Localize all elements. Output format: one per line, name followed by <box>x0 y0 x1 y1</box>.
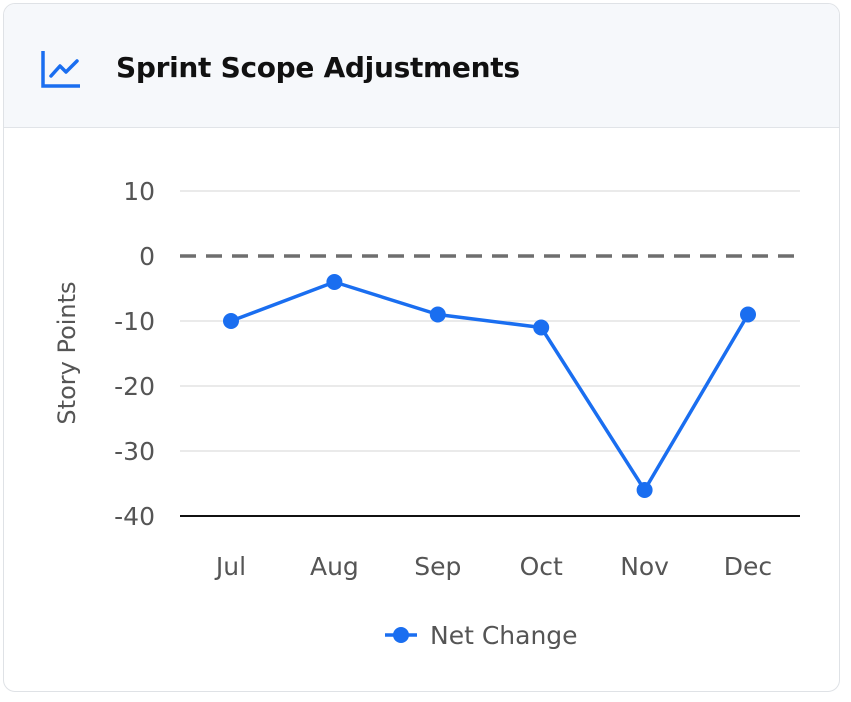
y-tick-label: -30 <box>114 437 155 466</box>
x-tick-label: Dec <box>724 552 772 581</box>
data-point <box>636 482 653 498</box>
data-point <box>429 306 446 323</box>
legend-label: Net Change <box>430 621 578 650</box>
y-tick-label: -40 <box>114 502 155 531</box>
y-tick-label: -10 <box>114 307 155 336</box>
chart-legend: Net Change <box>385 621 578 650</box>
axis-labels: 10 0 -10 -20 -30 -40 Jul Aug Sep Oct Nov Dec Story P… <box>53 177 772 581</box>
y-axis-title: Story Points <box>53 281 81 424</box>
x-tick-label: Nov <box>620 552 669 581</box>
y-tick-label: 0 <box>139 242 155 271</box>
axes <box>180 254 800 517</box>
series-points <box>223 274 756 498</box>
x-tick-label: Jul <box>214 552 246 581</box>
grid-lines <box>180 190 800 452</box>
data-point <box>326 274 343 290</box>
y-tick-label: -20 <box>114 372 155 401</box>
data-point <box>223 313 239 329</box>
x-tick-label: Sep <box>414 552 461 581</box>
x-tick-label: Oct <box>520 552 563 581</box>
series-lines <box>229 280 750 492</box>
x-tick-label: Aug <box>310 552 359 581</box>
data-point <box>533 319 550 336</box>
legend-point-marker <box>393 627 409 643</box>
chart-card: Sprint Scope Adjustments <box>3 3 840 692</box>
card-title: Sprint Scope Adjustments <box>116 51 520 84</box>
card-header: Sprint Scope Adjustments <box>4 4 839 128</box>
data-point <box>740 306 756 323</box>
line-chart-icon <box>41 51 80 88</box>
series-line-net-change <box>229 280 750 492</box>
y-tick-label: 10 <box>123 177 155 206</box>
